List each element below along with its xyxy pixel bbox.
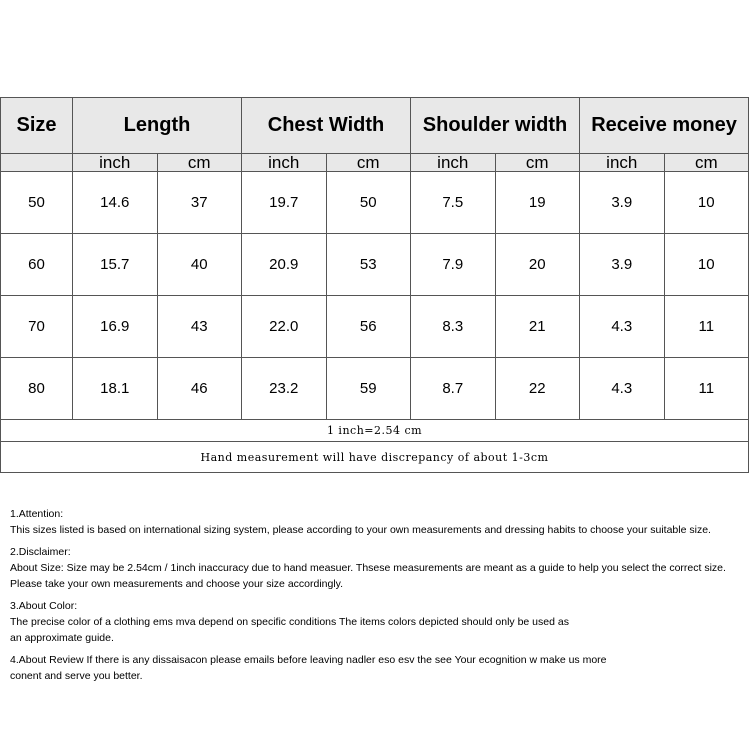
note-line: 4.About Review If there is any dissaisac… <box>10 654 607 666</box>
table-cell: 3.9 <box>579 171 665 234</box>
note-title: 2.Disclaimer: <box>10 546 71 558</box>
unit-header-blank <box>0 153 73 172</box>
table-cell: 8.7 <box>410 357 496 420</box>
unit-header: inch <box>579 153 665 172</box>
table-cell: 21 <box>494 295 581 358</box>
unit-header: inch <box>241 153 327 172</box>
measurement-note: Hand measurement will have discrepancy o… <box>0 441 750 473</box>
table-cell: 22 <box>494 357 581 420</box>
table-cell: 16.9 <box>72 295 158 358</box>
column-header: Shoulder width <box>410 97 581 154</box>
table-cell: 50 <box>325 171 412 234</box>
unit-header: cm <box>325 153 412 172</box>
table-cell: 22.0 <box>241 295 327 358</box>
table-cell: 18.1 <box>72 357 158 420</box>
unit-header: cm <box>156 153 242 172</box>
table-cell: 46 <box>156 357 242 420</box>
column-header: Length <box>72 97 242 154</box>
table-cell: 4.3 <box>579 295 665 358</box>
size-chart-table: Size Length Chest Width Shoulder width Recei… <box>0 97 750 473</box>
unit-header: cm <box>663 153 750 172</box>
table-cell: 10 <box>663 171 750 234</box>
table-cell: 19 <box>494 171 581 234</box>
note-line: conent and serve you better. <box>10 670 143 682</box>
column-header: Size <box>0 97 73 154</box>
table-cell: 20.9 <box>241 233 327 296</box>
table-cell: 53 <box>325 233 412 296</box>
note-line: This sizes listed is based on internatio… <box>10 524 711 536</box>
table-row: 60 15.7 40 20.9 53 7.9 20 3.9 10 <box>0 233 750 296</box>
table-cell: 14.6 <box>72 171 158 234</box>
table-cell: 37 <box>156 171 242 234</box>
column-header: Chest Width <box>240 97 412 154</box>
table-cell: 11 <box>663 295 750 358</box>
note-line: Please take your own measurements and ch… <box>10 578 344 590</box>
note-paragraph: 4.About Review If there is any dissaisac… <box>10 652 745 684</box>
table-cell: 80 <box>0 357 73 420</box>
table-row: 80 18.1 46 23.2 59 8.7 22 4.3 11 <box>0 357 750 420</box>
note-title: 1.Attention: <box>10 508 64 520</box>
table-cell: 50 <box>0 171 73 234</box>
table-cell: 70 <box>0 295 73 358</box>
notes-section: 1.Attention: This sizes listed is based o… <box>10 506 745 690</box>
table-row: 50 14.6 37 19.7 50 7.5 19 3.9 10 <box>0 171 750 234</box>
column-header: Receive money <box>579 97 750 154</box>
table-cell: 40 <box>156 233 242 296</box>
note-paragraph: 1.Attention: This sizes listed is based o… <box>10 506 745 538</box>
table-cell: 56 <box>325 295 412 358</box>
unit-header: inch <box>410 153 496 172</box>
note-line: The precise color of a clothing ems mva … <box>10 616 569 628</box>
table-cell: 23.2 <box>241 357 327 420</box>
note-line: an approximate guide. <box>10 632 114 644</box>
table-cell: 11 <box>663 357 750 420</box>
note-title: 3.About Color: <box>10 600 78 612</box>
table-cell: 60 <box>0 233 73 296</box>
table-cell: 10 <box>663 233 750 296</box>
unit-header: cm <box>494 153 581 172</box>
unit-header: inch <box>72 153 158 172</box>
table-cell: 59 <box>325 357 412 420</box>
note-line: About Size: Size may be 2.54cm / 1inch i… <box>10 562 726 574</box>
note-paragraph: 3.About Color: The precise color of a clo… <box>10 598 745 646</box>
table-cell: 19.7 <box>241 171 327 234</box>
table-cell: 3.9 <box>579 233 665 296</box>
table-cell: 4.3 <box>579 357 665 420</box>
table-cell: 7.5 <box>410 171 496 234</box>
conversion-note: 1 inch=2.54 cm <box>0 419 750 442</box>
table-cell: 20 <box>494 233 581 296</box>
table-cell: 8.3 <box>410 295 496 358</box>
table-cell: 43 <box>156 295 242 358</box>
table-row: 70 16.9 43 22.0 56 8.3 21 4.3 11 <box>0 295 750 358</box>
note-paragraph: 2.Disclaimer: About Size: Size may be 2.5… <box>10 544 745 592</box>
table-cell: 15.7 <box>72 233 158 296</box>
table-cell: 7.9 <box>410 233 496 296</box>
